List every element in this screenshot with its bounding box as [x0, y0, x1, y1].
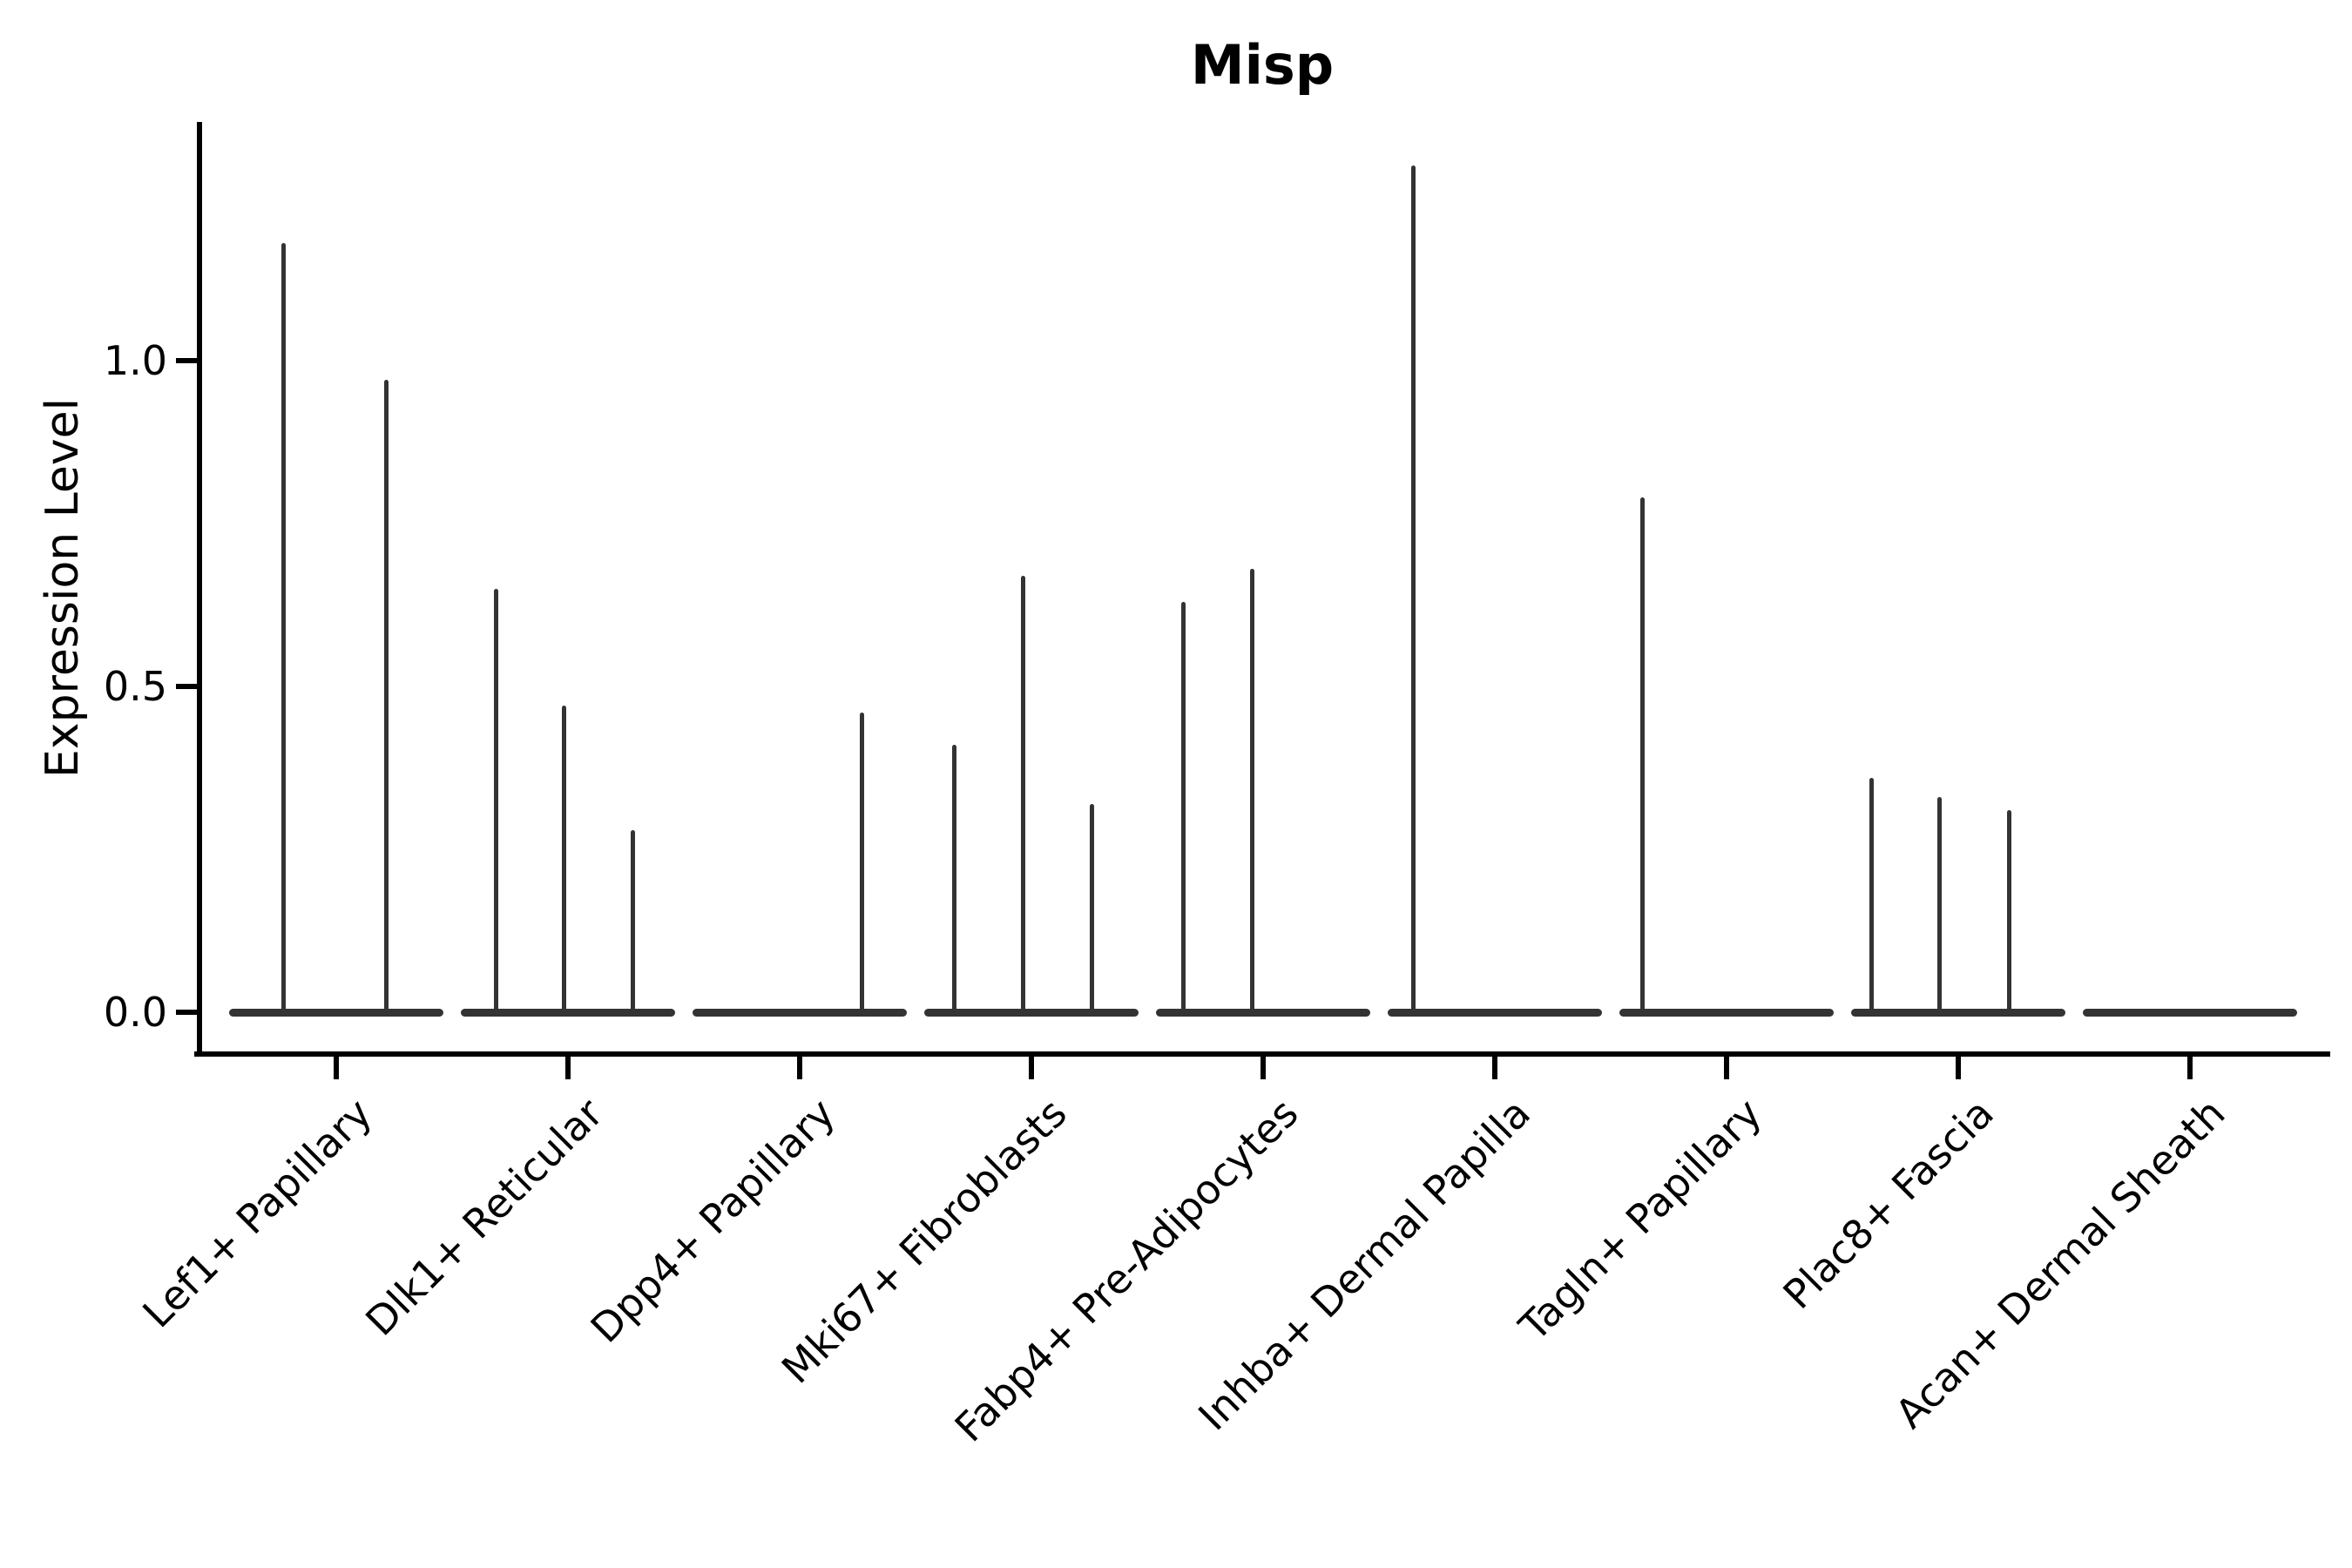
violin-spike [1181, 601, 1186, 1017]
violin-baseline [461, 1009, 675, 1017]
violin-baseline [1388, 1009, 1602, 1017]
violin-baseline [1156, 1009, 1370, 1017]
violin-baseline [2083, 1009, 2297, 1017]
x-tick-label: Lef1+ Papillary [132, 1089, 381, 1337]
violin-spike [1411, 165, 1416, 1017]
y-tick-label: 0.0 [103, 989, 167, 1036]
x-tick [334, 1057, 339, 1079]
violin-spike [1640, 497, 1645, 1017]
x-tick [797, 1057, 802, 1079]
x-axis-spine [194, 1051, 2330, 1057]
violin-spike [1937, 797, 1942, 1017]
x-tick [1492, 1057, 1497, 1079]
violin-spike [384, 380, 389, 1017]
violin-baseline [1619, 1009, 1834, 1017]
violin-spike [2007, 810, 2011, 1017]
violin-spike [952, 745, 956, 1017]
violin-spike [562, 706, 566, 1017]
violin-spike [631, 829, 635, 1017]
violin-spike [281, 243, 286, 1017]
x-tick-label: Tagln+ Papillary [1510, 1089, 1771, 1350]
violin-spike [1869, 777, 1874, 1017]
violin-baseline [1851, 1009, 2065, 1017]
violin-baseline [693, 1009, 907, 1017]
y-tick-label: 0.5 [103, 663, 167, 710]
x-tick [1956, 1057, 1961, 1079]
x-tick [1260, 1057, 1266, 1079]
x-tick [1029, 1057, 1034, 1079]
y-tick-label: 1.0 [103, 337, 167, 384]
x-tick-label: Dlk1+ Reticular [356, 1089, 612, 1345]
x-tick [1724, 1057, 1729, 1079]
violin-spike [1021, 575, 1025, 1017]
y-tick [176, 358, 197, 363]
violin-spike [860, 712, 864, 1017]
y-tick [176, 1010, 197, 1015]
y-axis-spine [197, 122, 202, 1057]
y-tick [176, 684, 197, 689]
violin-spike [1250, 569, 1254, 1017]
x-tick [565, 1057, 571, 1079]
x-tick-label: Dpp4+ Papillary [581, 1089, 844, 1352]
x-tick [2187, 1057, 2193, 1079]
x-tick-label: Plac8+ Fascia [1774, 1089, 2003, 1318]
chart-title: Misp [1190, 33, 1335, 97]
y-axis-label: Expression Level [37, 397, 89, 779]
violin-spike [1090, 803, 1094, 1017]
violin-baseline [229, 1009, 443, 1017]
violin-spike [494, 588, 498, 1017]
violin-baseline [924, 1009, 1139, 1017]
